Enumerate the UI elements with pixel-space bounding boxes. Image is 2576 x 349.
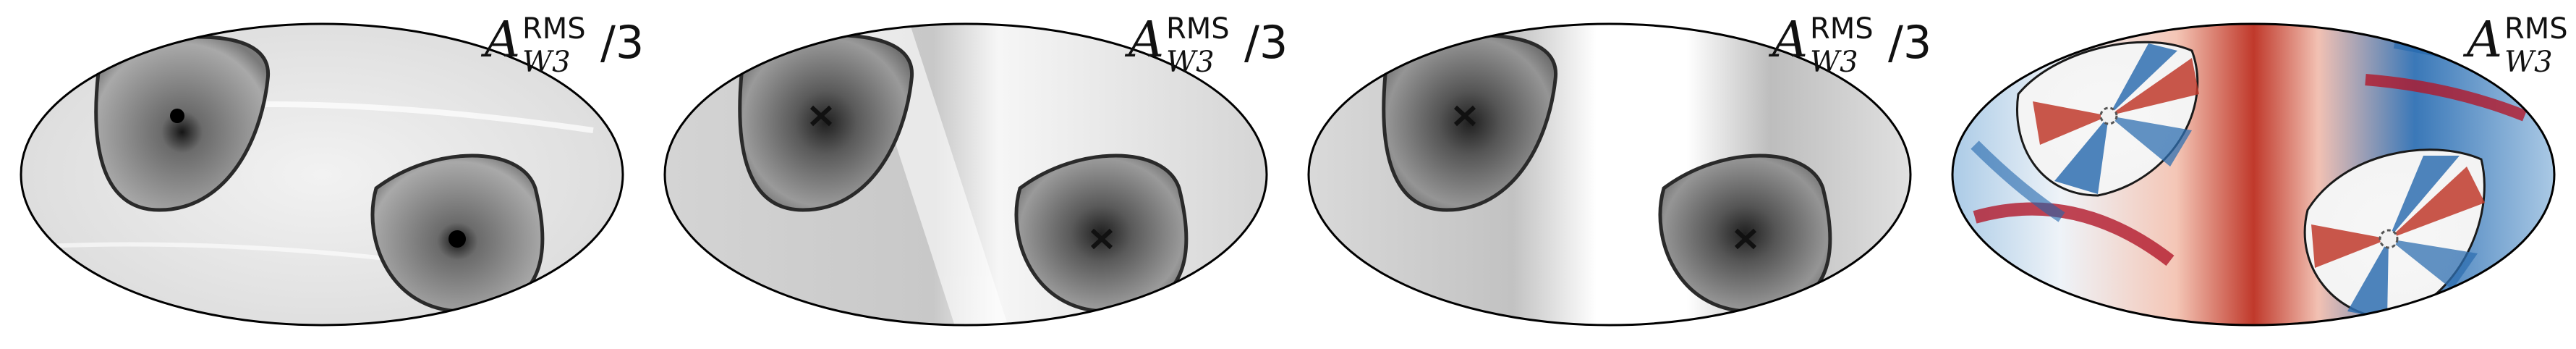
panel-3: A RMS W3 /3 [1288,0,1931,349]
mollweide-map-2 [663,22,1268,327]
label-base: A [1128,12,1165,69]
map-outline [1307,22,1912,327]
label-suffix: /3 [600,16,645,69]
patch-upper-left [2016,41,2199,197]
panel-1: A RMS W3 /3 [0,0,644,349]
label-sub: W3 [1166,46,1215,79]
panel-label: A RMS W3 /3 [1128,14,1288,77]
label-suffix: /3 [1244,16,1288,69]
mollweide-map-1 [20,22,624,327]
patch-upper-left [94,35,270,212]
label-sub: W3 [1810,46,1858,79]
label-base: A [2467,12,2503,69]
label-sub: W3 [2504,46,2553,79]
label-sup: RMS [2504,12,2568,46]
center-mark [449,230,466,248]
map-outline [20,22,624,327]
label-suffix: /3 [1888,16,1932,69]
panel-label: A RMS W3 /3 [485,14,644,77]
map-outline [663,22,1268,327]
mollweide-map-3 [1307,22,1912,327]
label-sup: RMS [1166,12,1230,46]
map-outline [1951,22,2556,327]
panel-4: A RMS W3 [1931,0,2576,349]
patch-lower-right [2303,148,2486,320]
mollweide-map-4 [1951,22,2556,327]
label-sup: RMS [1810,12,1874,46]
panel-2: A RMS W3 /3 [644,0,1288,349]
panel-label: A RMS W3 [2467,14,2568,77]
label-sub: W3 [522,46,571,79]
label-sup: RMS [522,12,586,46]
patch-lower-right [1658,154,1832,314]
label-base: A [485,12,521,69]
center-mark [170,109,184,123]
panel-label: A RMS W3 /3 [1772,14,1931,77]
patch-lower-right [1014,154,1189,314]
label-base: A [1772,12,1808,69]
